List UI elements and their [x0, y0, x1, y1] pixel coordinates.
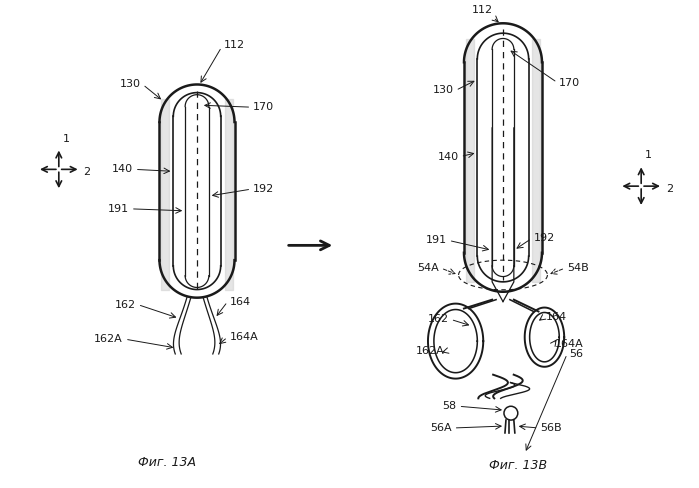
Text: 58: 58: [442, 401, 456, 411]
Text: 170: 170: [253, 102, 275, 112]
Text: 162A: 162A: [94, 334, 123, 344]
Text: 140: 140: [438, 152, 459, 162]
Text: 130: 130: [120, 80, 140, 89]
Text: 56A: 56A: [430, 423, 452, 433]
Text: Фиг. 13В: Фиг. 13В: [489, 459, 547, 472]
Text: 192: 192: [533, 233, 555, 244]
Text: 2: 2: [83, 167, 91, 177]
Text: 192: 192: [253, 184, 275, 194]
Text: 54B: 54B: [567, 263, 589, 273]
Text: 140: 140: [112, 164, 133, 174]
Text: 2: 2: [666, 184, 673, 194]
Text: 162A: 162A: [416, 346, 445, 356]
Text: 54A: 54A: [417, 263, 439, 273]
Text: 164A: 164A: [555, 339, 584, 349]
Text: 56B: 56B: [540, 423, 562, 433]
Text: 170: 170: [559, 78, 580, 87]
Text: 112: 112: [472, 5, 493, 16]
Text: 164: 164: [229, 297, 251, 306]
Text: 191: 191: [108, 204, 129, 214]
Text: 162: 162: [115, 300, 136, 309]
Text: 162: 162: [428, 314, 449, 325]
Text: 1: 1: [645, 150, 652, 161]
Text: 191: 191: [426, 235, 447, 245]
Text: 164: 164: [545, 312, 567, 323]
Text: 56: 56: [569, 349, 583, 359]
Text: 112: 112: [224, 40, 245, 50]
Text: Фиг. 13А: Фиг. 13А: [138, 456, 196, 469]
Text: 164A: 164A: [229, 332, 259, 342]
Text: 130: 130: [433, 85, 454, 95]
Text: 1: 1: [63, 134, 70, 143]
